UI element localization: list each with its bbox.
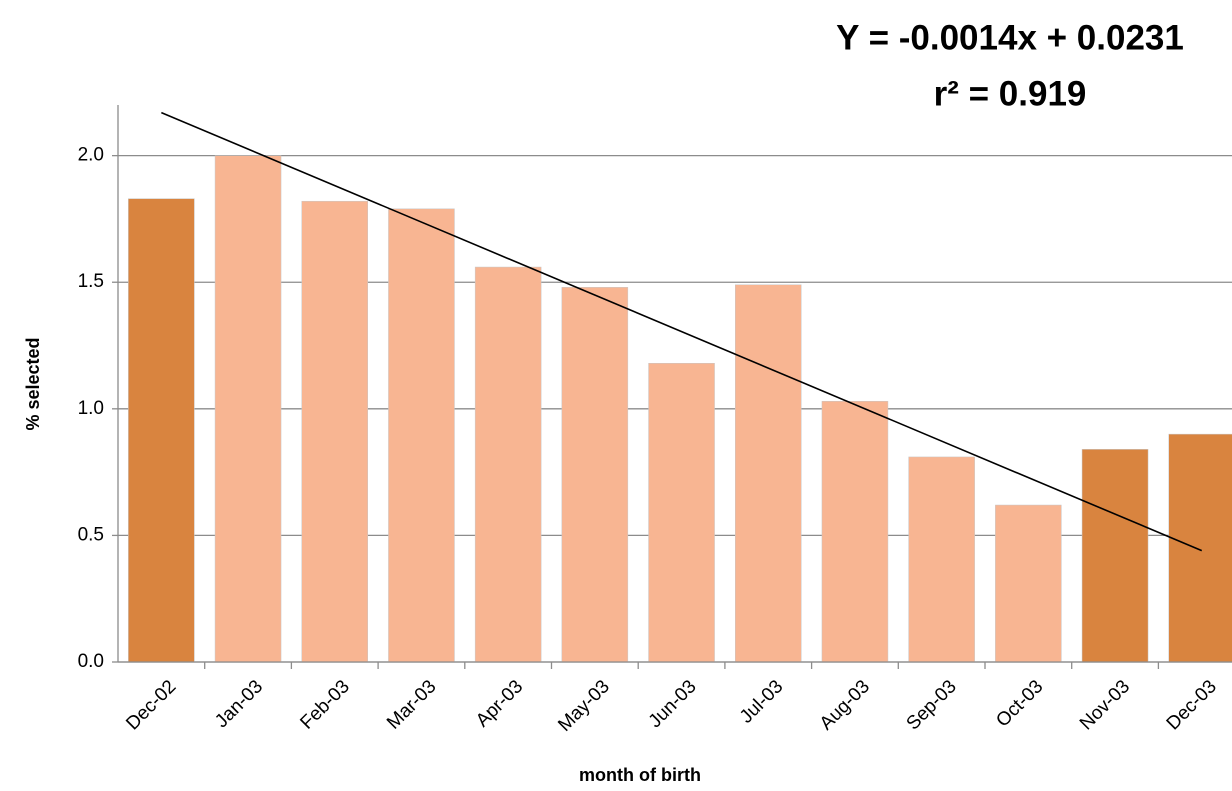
- bar: [474, 266, 542, 663]
- y-tick-label: 0.5: [78, 524, 104, 545]
- y-tick-label: 2.0: [78, 145, 104, 166]
- x-tick-label: Aug-03: [816, 676, 874, 734]
- x-tick-label: Jan-03: [211, 676, 267, 732]
- annotation-box: [790, 0, 1232, 128]
- bar: [214, 155, 282, 663]
- y-tick-label: 1.0: [78, 398, 104, 419]
- x-tick-label: Jun-03: [645, 676, 701, 732]
- r-squared: r² = 0.919: [934, 74, 1087, 113]
- bar: [908, 456, 975, 663]
- bar: [995, 504, 1062, 663]
- bar: [821, 400, 889, 663]
- equation: Y = -0.0014x + 0.0231: [836, 18, 1184, 57]
- x-tick-label: Jul-03: [736, 676, 787, 727]
- x-tick-label: Apr-03: [472, 676, 527, 731]
- x-tick-label: Nov-03: [1076, 676, 1134, 734]
- x-axis-label: month of birth: [579, 765, 701, 785]
- bar: [735, 284, 802, 663]
- x-tick-label: Dec-02: [122, 676, 180, 734]
- y-tick-label: 1.5: [78, 271, 104, 292]
- x-tick-label: May-03: [554, 676, 614, 736]
- x-tick-label: Oct-03: [992, 676, 1047, 731]
- trend-line: [161, 111, 1203, 552]
- bar: [301, 200, 368, 663]
- y-axis-label: % selected: [23, 337, 43, 430]
- bar: [1168, 433, 1232, 663]
- x-tick-label: Mar-03: [383, 676, 440, 733]
- bar: [561, 287, 629, 663]
- bar: [388, 208, 455, 663]
- x-tick-label: Dec-03: [1163, 676, 1221, 734]
- x-tick-label: Sep-03: [903, 676, 961, 734]
- x-tick-label: Feb-03: [296, 676, 353, 733]
- bar: [128, 198, 195, 663]
- bar: [648, 362, 715, 663]
- y-tick-label: 0.0: [78, 651, 104, 672]
- bar: [1081, 449, 1149, 663]
